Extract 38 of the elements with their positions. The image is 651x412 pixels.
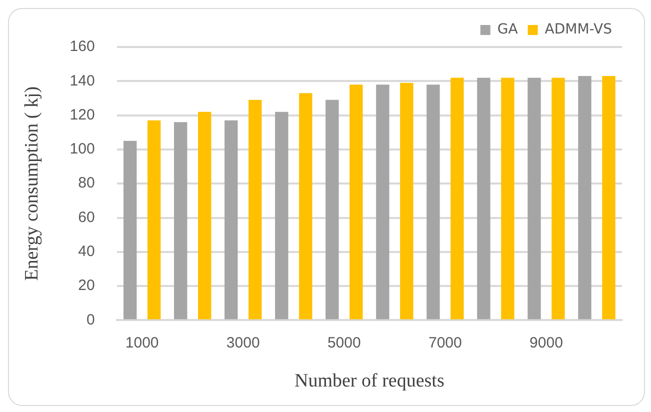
bar <box>299 93 312 320</box>
x-tick-label: 9000 <box>530 334 563 352</box>
bar <box>501 78 514 320</box>
bar <box>450 78 464 320</box>
y-tick-label: 20 <box>78 277 95 294</box>
y-tick-label: 120 <box>70 106 95 124</box>
bar <box>174 122 188 320</box>
legend-label: GA <box>497 22 518 38</box>
bar <box>376 84 390 320</box>
bar <box>275 112 288 320</box>
x-tick-label: 7000 <box>428 334 462 352</box>
y-tick-label: 0 <box>86 311 95 328</box>
bar <box>426 84 440 320</box>
y-tick-label: 40 <box>78 243 95 260</box>
bar <box>477 78 490 320</box>
bar <box>602 76 616 320</box>
bar <box>528 78 541 320</box>
bar <box>123 140 137 320</box>
x-tick-label: 5000 <box>327 334 361 352</box>
bar <box>400 82 414 320</box>
y-axis-title: Energy consumption ( kj) <box>21 86 42 281</box>
bar <box>326 100 339 320</box>
x-tick-label: 3000 <box>226 334 260 352</box>
y-tick-label: 140 <box>70 72 95 90</box>
y-tick-label: 80 <box>78 174 95 192</box>
x-axis-title: Number of requests <box>294 370 444 392</box>
bar <box>198 112 212 320</box>
y-tick-label: 100 <box>70 140 95 158</box>
y-tick-label: 60 <box>78 208 95 226</box>
bar <box>350 84 363 320</box>
y-tick-label: 160 <box>70 38 95 56</box>
bar <box>248 100 262 320</box>
bar <box>552 78 565 320</box>
bar <box>224 120 238 320</box>
legend-label: ADMM-VS <box>544 22 612 38</box>
x-tick-label: 1000 <box>125 334 159 352</box>
bar <box>578 76 592 320</box>
bar <box>147 120 161 320</box>
